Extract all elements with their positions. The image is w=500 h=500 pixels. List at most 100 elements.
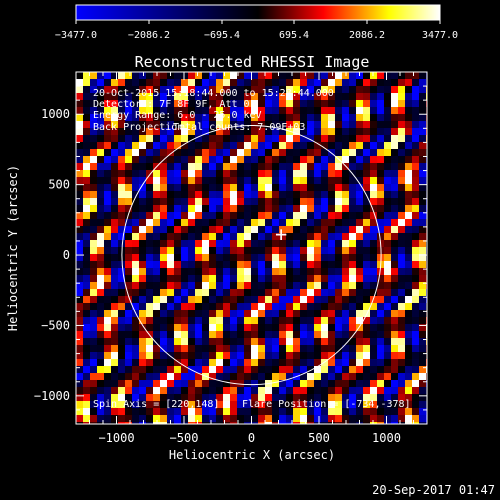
- heatmap-cell: [83, 422, 90, 424]
- heatmap-cell: [132, 184, 139, 191]
- heatmap-cell: [314, 387, 321, 394]
- heatmap-cell: [272, 72, 279, 79]
- heatmap-cell: [216, 380, 223, 387]
- heatmap-cell: [300, 261, 307, 268]
- heatmap-cell: [125, 415, 132, 422]
- heatmap-cell: [195, 107, 202, 114]
- heatmap-cell: [293, 233, 300, 240]
- heatmap-cell: [300, 86, 307, 93]
- heatmap-cell: [293, 254, 300, 261]
- heatmap-cell: [335, 296, 342, 303]
- heatmap-cell: [76, 268, 83, 275]
- heatmap-cell: [307, 394, 314, 401]
- heatmap-cell: [160, 254, 167, 261]
- heatmap-cell: [314, 177, 321, 184]
- heatmap-cell: [370, 394, 377, 401]
- heatmap-cell: [153, 247, 160, 254]
- heatmap-cell: [83, 156, 90, 163]
- heatmap-cell: [342, 226, 349, 233]
- heatmap-cell: [230, 303, 237, 310]
- heatmap-cell: [307, 128, 314, 135]
- heatmap-cell: [125, 401, 132, 408]
- heatmap-cell: [118, 296, 125, 303]
- heatmap-cell: [195, 324, 202, 331]
- heatmap-cell: [251, 177, 258, 184]
- heatmap-cell: [83, 163, 90, 170]
- heatmap-cell: [160, 198, 167, 205]
- heatmap-cell: [111, 387, 118, 394]
- heatmap-cell: [286, 149, 293, 156]
- heatmap-cell: [132, 191, 139, 198]
- heatmap-cell: [118, 142, 125, 149]
- heatmap-cell: [83, 149, 90, 156]
- heatmap-cell: [230, 331, 237, 338]
- heatmap-cell: [125, 268, 132, 275]
- heatmap-cell: [321, 212, 328, 219]
- heatmap-cell: [370, 408, 377, 415]
- heatmap-cell: [146, 128, 153, 135]
- heatmap-cell: [258, 345, 265, 352]
- heatmap-cell: [216, 359, 223, 366]
- heatmap-cell: [125, 352, 132, 359]
- heatmap-cell: [279, 373, 286, 380]
- heatmap-cell: [258, 135, 265, 142]
- heatmap-cell: [125, 387, 132, 394]
- heatmap-cell: [405, 240, 412, 247]
- heatmap-cell: [83, 282, 90, 289]
- heatmap-cell: [167, 408, 174, 415]
- heatmap-cell: [363, 394, 370, 401]
- heatmap-cell: [265, 219, 272, 226]
- heatmap-cell: [293, 247, 300, 254]
- heatmap-cell: [202, 408, 209, 415]
- heatmap-cell: [188, 177, 195, 184]
- heatmap-cell: [405, 79, 412, 86]
- heatmap-cell: [230, 317, 237, 324]
- heatmap-cell: [223, 401, 230, 408]
- heatmap-cell: [293, 212, 300, 219]
- heatmap-cell: [412, 212, 419, 219]
- heatmap-cell: [104, 226, 111, 233]
- heatmap-cell: [195, 72, 202, 79]
- heatmap-cell: [146, 170, 153, 177]
- heatmap-cell: [293, 331, 300, 338]
- heatmap-cell: [384, 149, 391, 156]
- heatmap-cell: [293, 156, 300, 163]
- heatmap-cell: [370, 191, 377, 198]
- heatmap-cell: [286, 303, 293, 310]
- heatmap-cell: [356, 401, 363, 408]
- heatmap-cell: [216, 275, 223, 282]
- heatmap-cell: [300, 345, 307, 352]
- heatmap-cell: [223, 275, 230, 282]
- heatmap-cell: [307, 331, 314, 338]
- heatmap-cell: [174, 303, 181, 310]
- heatmap-cell: [265, 408, 272, 415]
- heatmap-cell: [125, 107, 132, 114]
- heatmap-cell: [342, 191, 349, 198]
- heatmap-cell: [153, 415, 160, 422]
- heatmap-cell: [419, 387, 426, 394]
- heatmap-cell: [90, 310, 97, 317]
- heatmap-cell: [300, 408, 307, 415]
- heatmap-cell: [419, 107, 426, 114]
- heatmap-cell: [181, 198, 188, 205]
- heatmap-cell: [405, 163, 412, 170]
- heatmap-cell: [104, 198, 111, 205]
- heatmap-cell: [153, 275, 160, 282]
- heatmap-cell: [349, 303, 356, 310]
- heatmap-cell: [314, 415, 321, 422]
- heatmap-cell: [419, 198, 426, 205]
- heatmap-cell: [293, 142, 300, 149]
- heatmap-cell: [209, 275, 216, 282]
- heatmap-cell: [321, 198, 328, 205]
- heatmap-cell: [125, 254, 132, 261]
- heatmap-cell: [314, 394, 321, 401]
- heatmap-cell: [251, 191, 258, 198]
- heatmap-cell: [258, 408, 265, 415]
- heatmap-cell: [412, 205, 419, 212]
- heatmap-cell: [125, 408, 132, 415]
- heatmap-cell: [237, 268, 244, 275]
- heatmap-cell: [307, 233, 314, 240]
- heatmap-cell: [223, 86, 230, 93]
- heatmap-cell: [398, 86, 405, 93]
- heatmap-cell: [363, 282, 370, 289]
